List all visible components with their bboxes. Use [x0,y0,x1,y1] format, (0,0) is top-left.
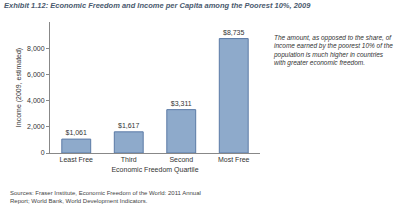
svg-text:0: 0 [41,149,45,156]
svg-text:4,000: 4,000 [27,97,45,104]
svg-text:$3,311: $3,311 [171,100,192,107]
svg-text:6,000: 6,000 [27,71,45,78]
svg-text:8,000: 8,000 [27,45,45,52]
svg-text:Sources: Fraser Institute, Eco: Sources: Fraser Institute, Economic Free… [10,190,201,204]
svg-text:The amount, as opposed to the: The amount, as opposed to the share, ofi… [273,34,393,67]
svg-text:Second: Second [169,156,193,163]
svg-text:Income (2009, estimated): Income (2009, estimated) [15,48,23,127]
svg-text:$1,061: $1,061 [65,129,87,136]
svg-text:Exhibit 1.12: Economic Freedom: Exhibit 1.12: Economic Freedom and Incom… [4,1,311,10]
svg-text:$8,735: $8,735 [223,29,245,36]
svg-text:Least Free: Least Free [60,156,94,163]
svg-text:$1,617: $1,617 [118,122,140,129]
svg-text:Economic Freedom Quartile: Economic Freedom Quartile [111,166,198,174]
svg-text:Most Free: Most Free [218,156,250,163]
svg-text:Third: Third [121,156,137,163]
svg-text:2,000: 2,000 [27,123,45,130]
